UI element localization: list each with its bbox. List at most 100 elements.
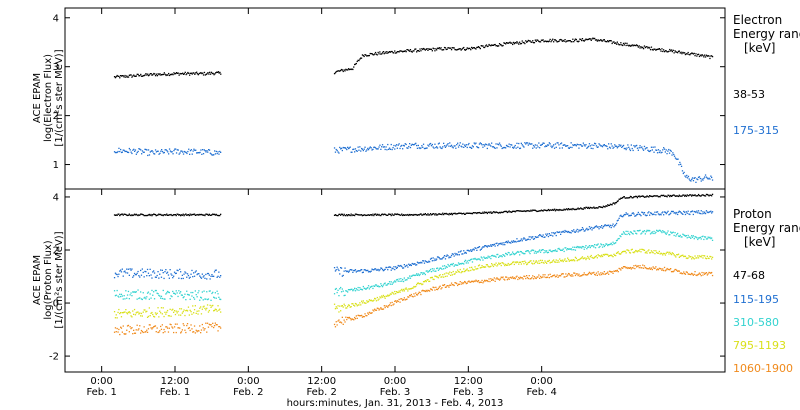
electron-point (210, 153, 212, 155)
proton-point (629, 231, 632, 233)
electron-point (509, 41, 511, 43)
proton-point (700, 210, 702, 212)
proton-point (453, 265, 455, 267)
proton-point (599, 226, 601, 228)
electron-point (502, 44, 504, 47)
proton-point (553, 209, 555, 211)
electron-point (600, 145, 602, 147)
proton-point (474, 257, 476, 260)
proton-point (649, 230, 651, 232)
proton-point (669, 234, 671, 236)
electron-point (192, 72, 194, 74)
electron-point (699, 177, 701, 180)
proton-point (576, 260, 578, 262)
proton-point (573, 272, 575, 274)
proton-point (198, 310, 200, 312)
electron-point (148, 154, 151, 156)
proton-point (147, 328, 150, 330)
proton-point (388, 213, 391, 215)
electron-point (515, 42, 517, 44)
proton-point (396, 300, 398, 302)
electron-point (441, 49, 443, 51)
proton-point (384, 306, 386, 309)
proton-point (563, 259, 565, 261)
proton-point (193, 272, 195, 274)
proton-point (433, 278, 435, 281)
electron-point (524, 142, 526, 144)
electron-point (711, 56, 714, 58)
proton-point (444, 258, 447, 260)
proton-point (519, 210, 521, 212)
proton-point (177, 269, 179, 272)
proton-point (180, 331, 183, 333)
electron-point (211, 154, 213, 156)
electron-point (194, 149, 196, 151)
proton-point (167, 331, 170, 333)
proton-point (484, 257, 487, 259)
proton-point (414, 286, 416, 288)
proton-point (187, 274, 190, 277)
electron-point (390, 50, 392, 53)
proton-point (121, 268, 123, 270)
proton-point (478, 258, 481, 260)
proton-point (467, 281, 469, 283)
proton-point (402, 280, 405, 283)
proton-point (705, 193, 708, 196)
proton-point (636, 233, 638, 235)
proton-point (360, 288, 362, 290)
proton-point (696, 195, 698, 197)
proton-point (360, 304, 362, 306)
proton-point (525, 250, 527, 253)
electron-point (682, 172, 684, 175)
proton-point (372, 309, 374, 311)
proton-point (362, 271, 364, 273)
proton-point (706, 238, 708, 240)
electron-point (601, 40, 604, 42)
x-tick-time-5: 12:00 (454, 376, 483, 387)
proton-point (126, 214, 128, 216)
proton-point (553, 250, 556, 252)
proton-point (135, 312, 137, 314)
proton-point (214, 214, 216, 216)
proton-point (334, 270, 337, 272)
proton-point (146, 331, 149, 333)
proton-point (434, 258, 436, 260)
proton-point (491, 264, 494, 266)
proton-point (678, 256, 680, 258)
proton-point (471, 266, 473, 268)
proton-point (433, 213, 435, 215)
proton-point (662, 230, 664, 232)
proton-point (137, 329, 139, 331)
proton-point (683, 271, 685, 273)
proton-point (171, 214, 173, 217)
proton-point (581, 229, 583, 231)
proton-point (514, 253, 516, 255)
proton-point (471, 249, 474, 251)
proton-point (196, 273, 198, 276)
electron-point (412, 50, 414, 52)
proton-point (560, 209, 563, 211)
proton-point (493, 211, 495, 213)
proton-point (197, 213, 199, 216)
proton-point (601, 272, 604, 274)
proton-point (658, 195, 660, 198)
proton-point (381, 286, 384, 288)
electron-point (458, 48, 460, 50)
proton-point (489, 280, 491, 283)
proton-point (577, 207, 579, 209)
electron-legend-title-3: [keV] (744, 41, 775, 55)
proton-point (422, 213, 425, 215)
electron-point (385, 146, 387, 148)
proton-point (184, 314, 186, 317)
proton-point (628, 215, 630, 217)
proton-point (452, 253, 454, 255)
proton-point (600, 256, 602, 258)
proton-point (538, 250, 540, 252)
proton-point (168, 291, 170, 294)
proton-point (445, 265, 447, 268)
proton-point (701, 236, 703, 238)
electron-point (576, 40, 578, 42)
proton-point (696, 257, 698, 259)
proton-point (473, 249, 475, 251)
proton-point (665, 269, 667, 271)
